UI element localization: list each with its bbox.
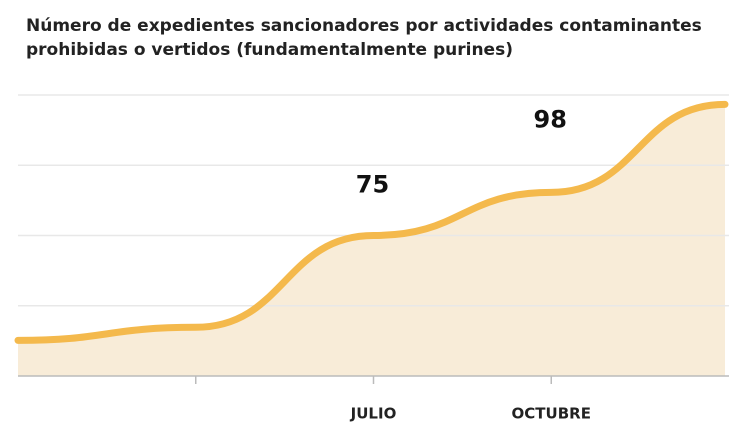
area [18,104,725,376]
value-label: 75 [356,171,389,199]
value-label-box [521,102,580,139]
x-tick-label: OCTUBRE [512,405,591,423]
value-label-box [343,167,402,204]
x-tick-label: JULIO [350,405,397,423]
value-label: 98 [534,105,567,133]
line [14,100,729,344]
chart-title: Número de expedientes sancionadores por … [26,16,702,60]
